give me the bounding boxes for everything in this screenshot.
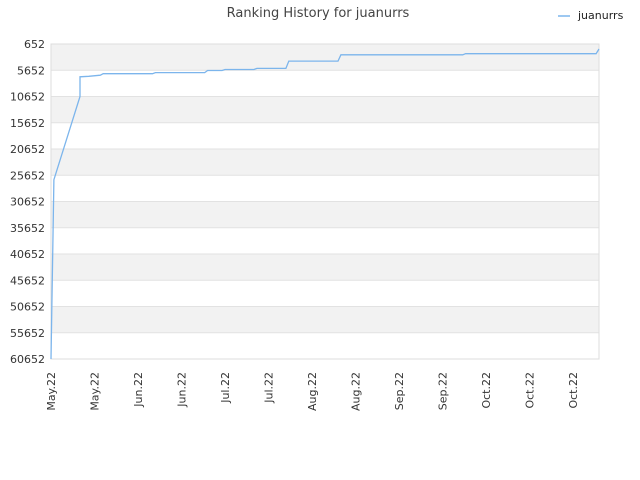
- plot-background-bands: [51, 44, 599, 359]
- y-tick-label: 55652: [10, 327, 45, 340]
- series-line-juanurrs[interactable]: [50, 48, 600, 360]
- x-tick-label: May.22: [88, 372, 101, 411]
- x-tick-label: Aug.22: [306, 372, 319, 411]
- x-tick-label: Aug.22: [349, 372, 362, 411]
- legend[interactable]: juanurrs: [558, 9, 624, 22]
- y-tick-label: 5652: [17, 64, 45, 77]
- x-tick-label: Sep.22: [393, 372, 406, 410]
- plot-band: [51, 96, 599, 123]
- x-tick-label: Oct.22: [480, 372, 493, 409]
- y-tick-label: 10652: [10, 91, 45, 104]
- plot-band: [51, 70, 599, 97]
- y-tick-label: 45652: [10, 274, 45, 287]
- y-tick-label: 50652: [10, 301, 45, 314]
- plot-band: [51, 280, 599, 307]
- x-tick-label: Jul.22: [262, 372, 275, 404]
- plot-band: [51, 254, 599, 281]
- x-tick-label: Jun.22: [132, 372, 145, 408]
- x-axis-tick-labels: May.22 May.22 Jun.22 Jun.22 Jul.22 Jul.22 Aug.…: [45, 372, 580, 411]
- y-tick-label: 30652: [10, 196, 45, 209]
- x-tick-label: Oct.22: [567, 372, 580, 409]
- plot-band: [51, 332, 599, 359]
- y-axis-tick-labels: 652 5652 10652 15652 20652 25652 30652 35652 406…: [10, 38, 45, 366]
- plot-band: [51, 227, 599, 254]
- x-tick-label: Oct.22: [523, 372, 536, 409]
- plot-band: [51, 306, 599, 333]
- y-tick-label: 15652: [10, 117, 45, 130]
- plot-band: [51, 149, 599, 176]
- plot-band: [51, 44, 599, 71]
- y-tick-label: 35652: [10, 222, 45, 235]
- x-tick-label: Jul.22: [219, 372, 232, 404]
- legend-label-juanurrs: juanurrs: [577, 9, 624, 22]
- plot-area: [50, 43, 600, 360]
- x-tick-label: May.22: [45, 372, 58, 411]
- plot-band: [51, 201, 599, 228]
- x-tick-label: Sep.22: [436, 372, 449, 410]
- y-tick-label: 652: [24, 38, 45, 51]
- x-tick-label: Jun.22: [175, 372, 188, 408]
- plot-band: [51, 175, 599, 202]
- chart-title: Ranking History for juanurrs: [227, 6, 410, 21]
- y-tick-label: 20652: [10, 143, 45, 156]
- plot-band: [51, 122, 599, 149]
- y-tick-label: 25652: [10, 169, 45, 182]
- y-tick-label: 40652: [10, 248, 45, 261]
- y-tick-label: 60652: [10, 353, 45, 366]
